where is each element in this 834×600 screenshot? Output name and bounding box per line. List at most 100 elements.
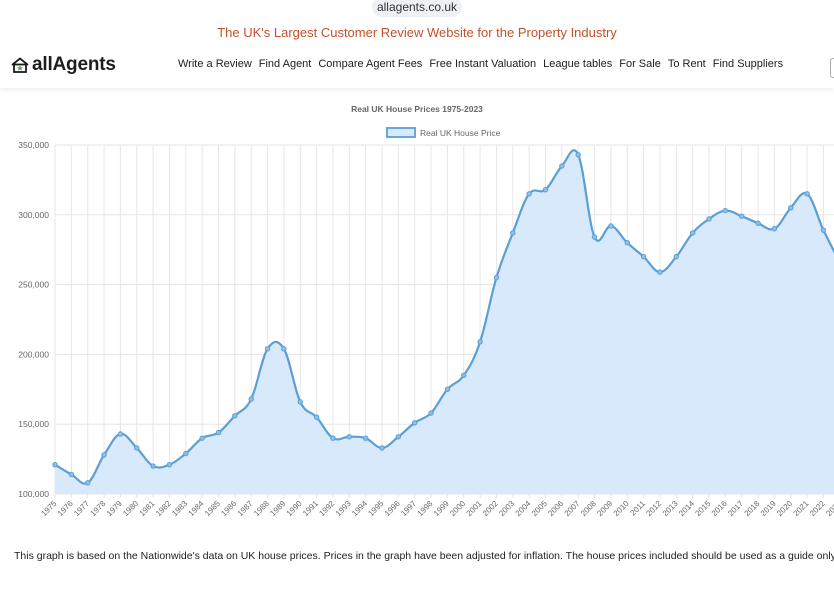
x-tick-label: 2004 [514, 499, 533, 518]
x-tick-label: 1989 [268, 499, 287, 518]
data-point [804, 191, 810, 197]
data-point [559, 163, 565, 169]
data-point [264, 346, 271, 352]
x-tick-label: 1984 [187, 499, 206, 518]
x-tick-label: 1981 [138, 499, 157, 518]
x-tick-label: 1999 [432, 499, 451, 518]
x-tick-label: 2022 [808, 499, 827, 518]
logo[interactable]: allAgents [10, 54, 116, 76]
data-point [624, 240, 630, 246]
data-point [134, 445, 140, 451]
site-header: allAgents Write a Review Find Agent Comp… [0, 48, 834, 88]
x-tick-label: 1988 [252, 499, 271, 518]
x-tick-label: 2010 [612, 499, 631, 518]
y-tick-label: 200,000 [18, 349, 49, 359]
x-tick-label: 1978 [89, 499, 108, 518]
nav-write-review[interactable]: Write a Review [178, 58, 252, 70]
nav-league-tables[interactable]: League tables [543, 58, 613, 70]
y-tick-label: 100,000 [18, 489, 49, 499]
x-tick-label: 1985 [203, 499, 222, 518]
data-point [722, 207, 729, 214]
data-point [542, 186, 549, 193]
nav-free-instant-valuation[interactable]: Free Instant Valuation [429, 58, 537, 70]
x-tick-label: 2006 [546, 499, 565, 518]
data-point [183, 450, 189, 457]
x-tick-label: 2023 [824, 499, 834, 518]
x-tick-label: 2020 [775, 499, 794, 518]
data-point [820, 227, 827, 233]
legend-swatch [386, 127, 416, 138]
x-tick-label: 1992 [317, 499, 336, 518]
x-tick-label: 1987 [236, 499, 255, 518]
data-point [232, 413, 238, 419]
y-tick-label: 150,000 [18, 419, 49, 429]
data-point [313, 414, 320, 420]
chart-legend[interactable]: Real UK House Price [386, 127, 500, 138]
x-tick-label: 2019 [759, 499, 778, 518]
data-point [150, 463, 156, 469]
data-point [428, 410, 434, 416]
nav-to-rent[interactable]: To Rent [667, 58, 706, 70]
x-tick-label: 2014 [677, 499, 696, 518]
x-tick-label: 2003 [497, 499, 516, 518]
data-point [346, 434, 352, 440]
x-tick-label: 1997 [399, 499, 418, 518]
x-tick-label: 1995 [366, 499, 385, 518]
data-point [281, 346, 287, 352]
x-tick-label: 2011 [628, 499, 647, 518]
data-point [461, 372, 467, 379]
data-point [85, 480, 91, 486]
x-tick-label: 2002 [481, 499, 500, 518]
x-tick-label: 1977 [72, 499, 91, 518]
nav-for-sale[interactable]: For Sale [619, 58, 661, 70]
legend-label: Real UK House Price [420, 127, 501, 138]
data-point [771, 226, 778, 232]
data-point [657, 269, 663, 275]
data-point [52, 461, 58, 468]
x-tick-label: 2021 [792, 499, 811, 518]
x-tick-label: 1996 [383, 499, 402, 518]
data-point [412, 420, 418, 426]
data-point [379, 445, 385, 451]
data-point [755, 220, 761, 226]
data-point [166, 461, 173, 468]
x-tick-label: 2001 [465, 499, 484, 518]
data-point [788, 205, 794, 211]
data-point [739, 213, 745, 219]
data-point [199, 435, 205, 441]
x-tick-label: 2017 [726, 499, 745, 518]
x-tick-label: 1990 [285, 499, 304, 518]
data-point [689, 230, 696, 236]
chart-footnote: This graph is based on the Nationwide's … [14, 550, 834, 562]
header-button[interactable] [830, 58, 834, 78]
data-point [575, 152, 581, 158]
y-tick-label: 250,000 [18, 280, 49, 290]
nav-find-agent[interactable]: Find Agent [258, 58, 312, 70]
data-point [215, 429, 222, 436]
x-tick-label: 2012 [644, 499, 663, 518]
x-tick-label: 2018 [743, 499, 762, 518]
data-point [330, 435, 336, 441]
x-tick-label: 1983 [170, 499, 189, 518]
x-tick-label: 1979 [105, 499, 124, 518]
data-point [640, 253, 647, 260]
data-point [591, 234, 598, 240]
x-tick-label: 2013 [661, 499, 680, 518]
data-point [673, 253, 679, 260]
nav-find-suppliers[interactable]: Find Suppliers [712, 58, 784, 70]
logo-text: allAgents [32, 54, 116, 75]
x-tick-label: 2009 [595, 499, 614, 518]
x-tick-label: 1975 [39, 499, 58, 518]
data-point [68, 471, 75, 478]
data-point [510, 230, 516, 236]
y-tick-label: 300,000 [18, 210, 49, 220]
data-point [444, 386, 451, 393]
nav-compare-agent-fees[interactable]: Compare Agent Fees [318, 58, 423, 70]
x-tick-label: 1994 [350, 499, 369, 518]
main-nav: Write a Review Find Agent Compare Agent … [178, 58, 783, 70]
house-star-icon [11, 57, 29, 73]
house-price-chart: 100,000 150,000 200,000 250,000 300,000 350,0… [18, 140, 834, 518]
browser-url[interactable]: allagents.co.uk [372, 0, 462, 17]
data-point [248, 396, 254, 402]
y-tick-label: 350,000 [18, 140, 49, 150]
